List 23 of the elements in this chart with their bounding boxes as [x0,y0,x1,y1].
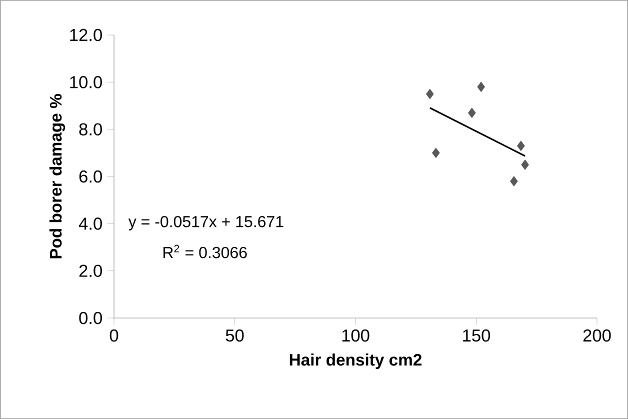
point [521,160,529,170]
x-axis-title: Hair density cm2 [290,353,422,369]
y-tick-label: 12.0 [70,28,102,42]
x-tick-label: 50 [226,329,244,342]
point [432,148,440,158]
x-tick-label: 100 [342,329,370,342]
y-tick-label: 4.0 [78,218,102,230]
point [477,82,485,92]
x-tick-label: 200 [583,329,611,342]
point [517,140,525,151]
annotation: R$^{2}$ = 0.3066 [164,244,247,258]
point [510,176,518,186]
y-axis-title: Pod borer damage % [49,94,66,258]
y-tick-label: 10.0 [70,76,102,88]
x-tick-label: 0 [110,329,118,342]
y-tick-label: 0.0 [79,312,102,324]
x-tick-label: 150 [463,329,490,342]
y-tick-label: 8.0 [79,123,102,136]
annotation: y = -0.0517x + 15.671 [128,216,284,230]
y-tick-label: 2.0 [79,264,102,277]
point [468,108,476,118]
point [426,88,434,100]
y-tick-label: 6.0 [79,170,102,183]
